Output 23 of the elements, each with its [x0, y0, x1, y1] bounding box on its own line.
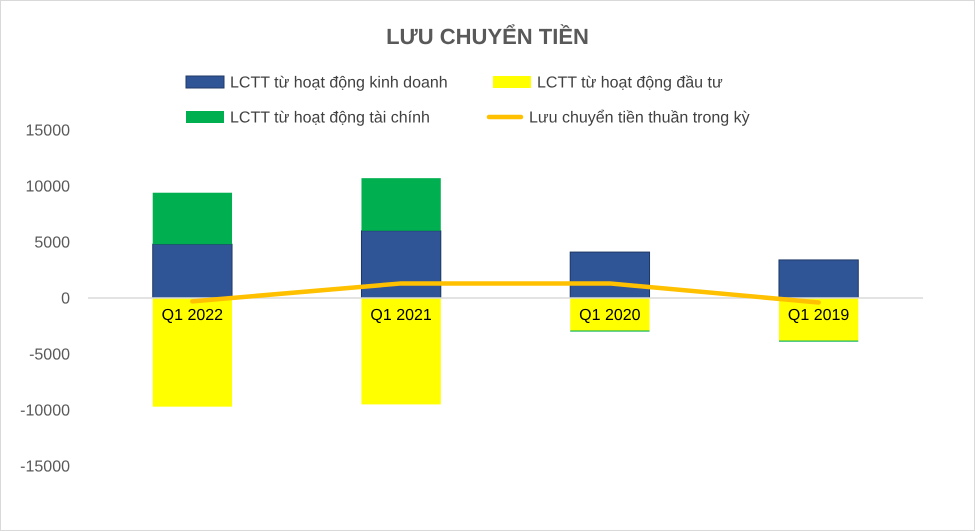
- legend-label: LCTT từ hoạt động tài chính: [230, 110, 430, 127]
- y-tick-label: -15000: [20, 458, 70, 476]
- bar: [778, 259, 859, 298]
- legend-label: LCTT từ hoạt động đầu tư: [537, 74, 723, 92]
- y-tick-label: -5000: [29, 346, 70, 364]
- bar: [152, 298, 232, 407]
- x-tick-label: Q1 2020: [579, 307, 641, 324]
- bar: [360, 230, 442, 298]
- x-tick-label: Q1 2022: [162, 307, 224, 324]
- bar: [152, 244, 233, 298]
- legend-label: Lưu chuyển tiền thuần trong kỳ: [529, 110, 750, 127]
- y-tick-label: 5000: [34, 234, 70, 252]
- chart-title: LƯU CHUYỂN TIỀN: [386, 24, 589, 49]
- y-tick-label: 0: [61, 290, 70, 308]
- x-tick-label: Q1 2021: [370, 307, 432, 324]
- y-tick-label: 10000: [26, 178, 70, 196]
- y-tick-label: -10000: [20, 402, 70, 420]
- x-tick-label: Q1 2019: [788, 307, 850, 324]
- bar: [361, 178, 441, 231]
- bar: [361, 298, 441, 404]
- bar: [152, 192, 232, 244]
- legend-label: LCTT từ hoạt động kinh doanh: [230, 74, 448, 92]
- y-tick-label: 15000: [26, 122, 70, 140]
